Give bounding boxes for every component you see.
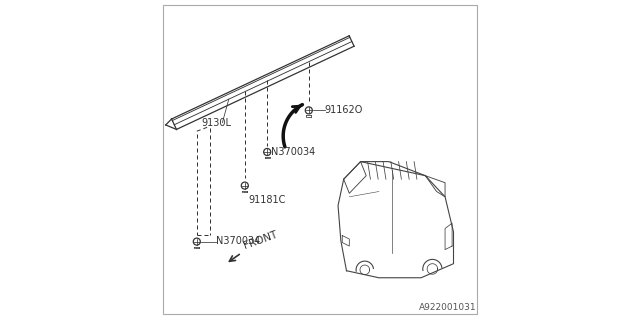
Text: 91162O: 91162O bbox=[325, 105, 363, 115]
Text: 91181C: 91181C bbox=[248, 195, 285, 205]
Text: N370034: N370034 bbox=[271, 147, 316, 157]
Text: 9130L: 9130L bbox=[202, 117, 232, 128]
Text: N370034: N370034 bbox=[216, 236, 260, 246]
Text: A922001031: A922001031 bbox=[419, 303, 476, 312]
Text: FRONT: FRONT bbox=[243, 230, 279, 251]
